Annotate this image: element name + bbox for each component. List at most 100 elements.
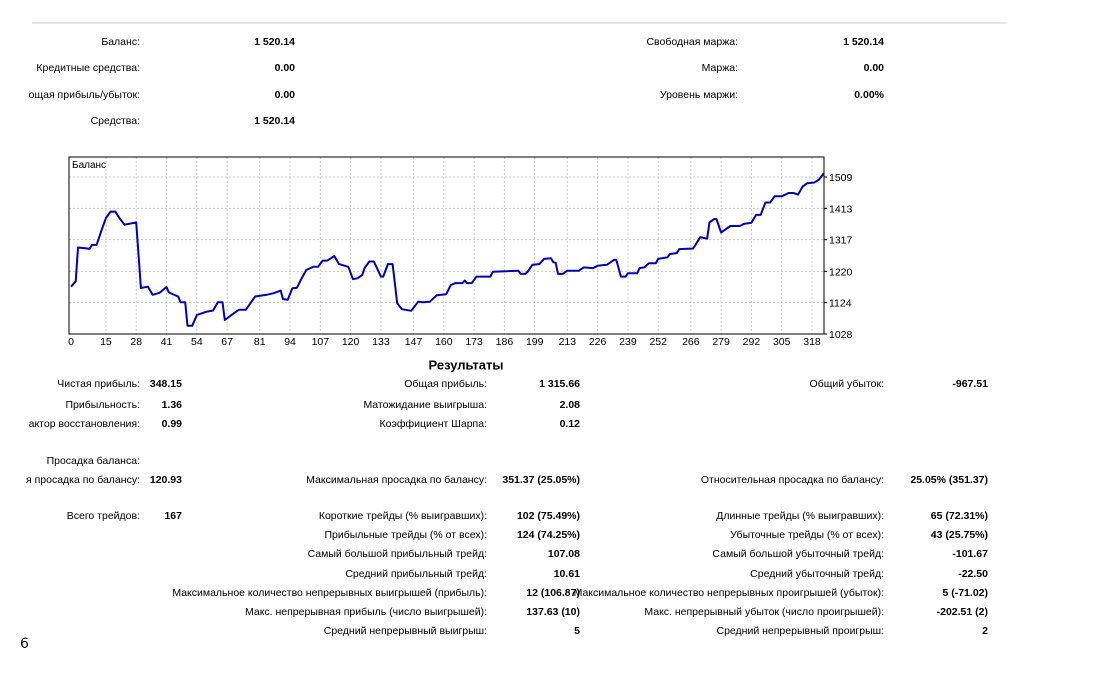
account-label: Кредитные средства: bbox=[36, 62, 140, 74]
result-label: Средний непрерывный проигрыш: bbox=[716, 625, 885, 637]
result-label: Макс. непрерывная прибыль (число выигрыш… bbox=[244, 606, 487, 618]
result-label: Средний непрерывный выигрыш: bbox=[323, 625, 487, 637]
account-value: 0.00 bbox=[863, 62, 884, 74]
result-label: Прибыльные трейды (% от всех): bbox=[324, 529, 487, 541]
page-number: 6 bbox=[20, 636, 29, 652]
result-value: 137.63 (10) bbox=[526, 606, 580, 618]
x-tick-label: 0 bbox=[68, 336, 74, 348]
result-value: 167 bbox=[164, 510, 182, 522]
x-tick-label: 318 bbox=[803, 336, 821, 348]
x-tick-label: 67 bbox=[221, 336, 233, 348]
account-value: 0.00% bbox=[854, 89, 884, 101]
result-label: Общий убыток: bbox=[809, 378, 884, 390]
result-label: Максимальная просадка по балансу: bbox=[306, 474, 487, 486]
result-label: Убыточные трейды (% от всех): bbox=[730, 529, 884, 541]
result-label: Самый большой прибыльный трейд: bbox=[307, 548, 487, 560]
account-label: Средства: bbox=[90, 115, 140, 127]
result-value: -202.51 (2) bbox=[936, 606, 988, 618]
x-tick-label: 94 bbox=[284, 336, 296, 348]
chart-title: Баланс bbox=[72, 160, 106, 171]
result-label: Чистая прибыль: bbox=[57, 378, 140, 390]
result-value: 0.12 bbox=[559, 418, 580, 430]
result-label: актор восстановления: bbox=[28, 418, 140, 430]
result-value: 12 (106.87) bbox=[526, 587, 580, 599]
result-label: Максимальное количество непрерывных выиг… bbox=[172, 587, 487, 599]
account-label: ощая прибыль/убыток: bbox=[28, 89, 140, 101]
x-tick-label: 279 bbox=[712, 336, 730, 348]
account-value: 0.00 bbox=[274, 62, 295, 74]
account-label: Баланс: bbox=[101, 36, 140, 48]
y-tick-label: 1317 bbox=[829, 235, 853, 247]
result-value: 1.36 bbox=[161, 399, 182, 411]
result-value: 5 bbox=[574, 625, 580, 637]
x-tick-label: 28 bbox=[130, 336, 142, 348]
result-label: я просадка по балансу: bbox=[25, 474, 140, 486]
result-label: Длинные трейды (% выигравших): bbox=[716, 510, 884, 522]
x-tick-label: 107 bbox=[312, 336, 330, 348]
balance-chart: 0 15 28 41 54 67 81 94 107 120 133 147 160 173 186 199 2… bbox=[68, 156, 853, 348]
result-value: 5 (-71.02) bbox=[942, 587, 988, 599]
x-tick-label: 81 bbox=[254, 336, 266, 348]
result-label: Самый большой убыточный трейд: bbox=[712, 548, 884, 560]
result-value: 348.15 bbox=[149, 378, 182, 390]
result-value: 10.61 bbox=[553, 568, 580, 580]
result-label: Матожидание выигрыша: bbox=[363, 399, 487, 411]
x-tick-label: 213 bbox=[559, 336, 577, 348]
account-value: 1 520.14 bbox=[843, 36, 884, 48]
result-value: 120.93 bbox=[149, 474, 182, 486]
y-tick-label: 1413 bbox=[829, 203, 853, 215]
result-value: 124 (74.25%) bbox=[516, 529, 580, 541]
result-value: -101.67 bbox=[952, 548, 988, 560]
result-label: Средний убыточный трейд: bbox=[750, 568, 884, 580]
result-label: Средний прибыльный трейд: bbox=[345, 568, 487, 580]
result-label: Короткие трейды (% выигравших): bbox=[318, 510, 487, 522]
result-label: Просадка баланса: bbox=[46, 455, 140, 467]
result-value: 2.08 bbox=[559, 399, 580, 411]
result-label: Общая прибыль: bbox=[404, 378, 487, 390]
result-value: 43 (25.75%) bbox=[930, 529, 988, 541]
result-label: Прибыльность: bbox=[65, 399, 141, 411]
result-value: 65 (72.31%) bbox=[930, 510, 988, 522]
x-tick-label: 133 bbox=[372, 336, 390, 348]
x-tick-label: 252 bbox=[649, 336, 667, 348]
x-tick-label: 266 bbox=[682, 336, 700, 348]
account-label: Маржа: bbox=[701, 62, 738, 74]
balance-line bbox=[70, 172, 825, 327]
x-tick-label: 186 bbox=[496, 336, 514, 348]
x-tick-label: 15 bbox=[100, 336, 112, 348]
result-value: 2 bbox=[982, 625, 988, 637]
x-tick-label: 120 bbox=[342, 336, 360, 348]
x-tick-label: 199 bbox=[526, 336, 544, 348]
result-value: 102 (75.49%) bbox=[516, 510, 580, 522]
result-value: 351.37 (25.05%) bbox=[502, 474, 580, 486]
account-value: 1 520.14 bbox=[254, 36, 295, 48]
x-tick-label: 305 bbox=[773, 336, 791, 348]
result-label: Относительная просадка по балансу: bbox=[700, 474, 884, 486]
y-tick-label: 1220 bbox=[829, 266, 853, 278]
result-value: 25.05% (351.37) bbox=[910, 474, 988, 486]
account-value: 0.00 bbox=[274, 89, 295, 101]
results-title: Результаты bbox=[428, 357, 504, 373]
x-tick-label: 239 bbox=[619, 336, 637, 348]
result-value: 1 315.66 bbox=[539, 378, 580, 390]
x-tick-label: 226 bbox=[589, 336, 607, 348]
result-label: Коэффициент Шарпа: bbox=[379, 418, 487, 430]
account-label: Уровень маржи: bbox=[659, 89, 738, 101]
result-label: Всего трейдов: bbox=[66, 510, 140, 522]
result-value: -22.50 bbox=[958, 568, 988, 580]
plot-frame bbox=[68, 156, 825, 335]
x-tick-label: 173 bbox=[465, 336, 483, 348]
x-tick-label: 147 bbox=[405, 336, 423, 348]
y-tick-label: 1124 bbox=[829, 298, 852, 310]
x-tick-label: 160 bbox=[435, 336, 453, 348]
divider bbox=[32, 22, 1006, 24]
y-tick-label: 1509 bbox=[829, 172, 853, 184]
account-label: Свободная маржа: bbox=[646, 36, 738, 48]
result-value: -967.51 bbox=[952, 378, 988, 390]
x-tick-label: 41 bbox=[161, 336, 173, 348]
result-label: Максимальное количество непрерывных прои… bbox=[573, 587, 884, 599]
account-value: 1 520.14 bbox=[254, 115, 295, 127]
result-value: 0.99 bbox=[161, 418, 182, 430]
y-tick-label: 1028 bbox=[829, 329, 853, 341]
result-value: 107.08 bbox=[547, 548, 580, 560]
